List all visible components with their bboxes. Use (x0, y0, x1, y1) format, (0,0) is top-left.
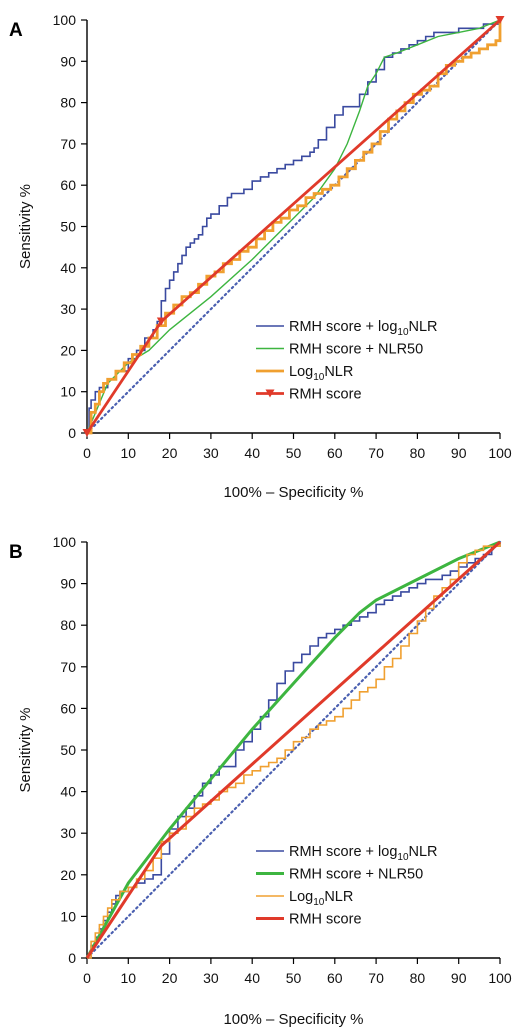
x-tick-label: 0 (83, 445, 91, 461)
legend-marker (265, 389, 275, 398)
legend-label: Log10NLR (289, 889, 353, 908)
x-tick-label: 10 (121, 970, 137, 986)
legend-label: RMH score (289, 912, 362, 928)
y-tick-label: 60 (60, 177, 76, 193)
y-tick-label: 40 (60, 260, 76, 276)
series-marker (495, 16, 505, 24)
x-tick-label: 50 (286, 445, 302, 461)
y-tick-label: 0 (68, 950, 76, 966)
y-tick-label: 70 (60, 659, 76, 675)
y-tick-label: 70 (60, 136, 76, 152)
x-tick-label: 40 (244, 970, 260, 986)
x-tick-label: 30 (203, 445, 219, 461)
legend-label: RMH score + log10NLR (289, 844, 438, 863)
y-axis-title: Sensitivity % (17, 184, 34, 269)
x-axis-title: 100% – Specificity % (223, 1011, 363, 1028)
y-tick-label: 30 (60, 301, 76, 317)
y-tick-label: 50 (60, 742, 76, 758)
legend-label: RMH score + NLR50 (289, 342, 423, 358)
y-tick-label: 40 (60, 784, 76, 800)
y-tick-label: 20 (60, 342, 76, 358)
legend-label: RMH score + log10NLR (289, 319, 438, 338)
x-tick-label: 30 (203, 970, 219, 986)
y-tick-label: 10 (60, 384, 76, 400)
series-marker (82, 429, 92, 437)
y-tick-label: 100 (53, 12, 77, 28)
y-tick-label: 50 (60, 219, 76, 235)
x-tick-label: 80 (410, 970, 426, 986)
y-tick-label: 10 (60, 908, 76, 924)
series-line-2 (87, 20, 502, 435)
x-tick-label: 90 (451, 445, 467, 461)
x-axis-title: 100% – Specificity % (223, 484, 363, 501)
series-line-3 (85, 540, 502, 959)
x-tick-label: 60 (327, 445, 343, 461)
series-line-1 (85, 540, 501, 959)
y-tick-label: 100 (53, 534, 77, 550)
y-tick-label: 80 (60, 617, 76, 633)
y-axis-title: Sensitivity % (17, 707, 34, 792)
x-tick-label: 60 (327, 970, 343, 986)
chart-panel-b: B 0 10 20 30 40 50 60 70 80 90 100 0 10 20 30 40 50 60 70 80… (9, 534, 512, 1028)
y-tick-label: 90 (60, 576, 76, 592)
legend-label: RMH score (289, 387, 362, 403)
x-tick-label: 0 (83, 970, 91, 986)
x-tick-label: 80 (410, 445, 426, 461)
x-tick-label: 20 (162, 445, 178, 461)
chart-panel-a: A 0 10 20 30 40 50 60 70 80 90 100 0 10 20 30 40 50 60 70 80… (9, 12, 512, 501)
x-tick-label: 70 (368, 445, 384, 461)
x-tick-label: 100 (488, 445, 512, 461)
y-tick-label: 80 (60, 95, 76, 111)
panel-label: B (9, 542, 23, 563)
y-tick-label: 30 (60, 825, 76, 841)
x-tick-label: 100 (488, 970, 512, 986)
x-tick-label: 70 (368, 970, 384, 986)
x-tick-label: 50 (286, 970, 302, 986)
x-tick-label: 10 (121, 445, 137, 461)
series-line-1 (86, 19, 501, 434)
y-tick-label: 60 (60, 700, 76, 716)
panel-label: A (9, 20, 23, 41)
x-tick-label: 90 (451, 970, 467, 986)
legend-label: Log10NLR (289, 364, 353, 383)
y-tick-label: 0 (68, 425, 76, 441)
series-marker (156, 317, 166, 326)
legend-label: RMH score + NLR50 (289, 867, 423, 883)
x-tick-label: 40 (244, 445, 260, 461)
y-tick-label: 20 (60, 867, 76, 883)
x-tick-label: 20 (162, 970, 178, 986)
y-tick-label: 90 (60, 53, 76, 69)
